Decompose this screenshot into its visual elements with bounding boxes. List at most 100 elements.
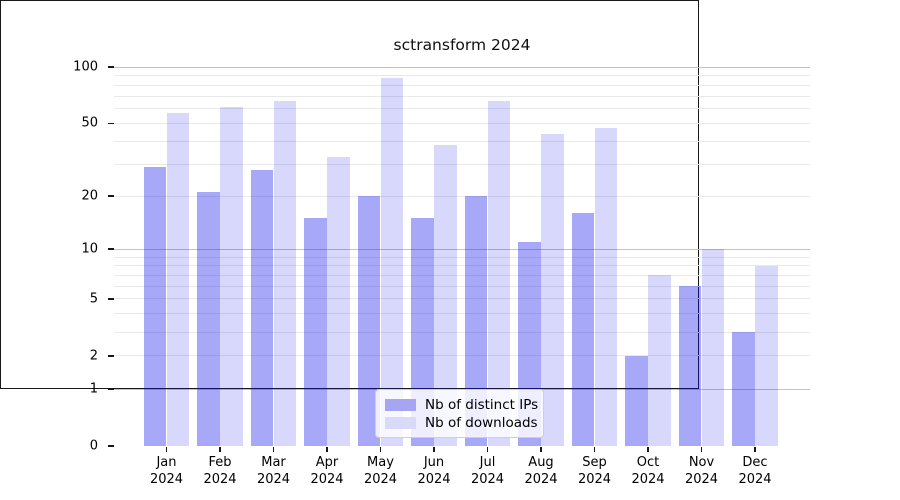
bar-distinct-ips-feb [197, 192, 220, 446]
x-tick-year: 2024 [149, 472, 184, 487]
x-tick-year: 2024 [203, 472, 237, 487]
gridline-minor [114, 265, 810, 267]
gridline-minor [114, 140, 810, 142]
x-tick [647, 447, 649, 452]
x-tick [219, 447, 221, 452]
x-tick-month: Jun [423, 455, 445, 470]
x-tick-month: Mar [261, 455, 286, 470]
x-tick-label-mar: Mar 2024 [242, 454, 306, 488]
gridline-minor [114, 75, 810, 77]
x-tick-month: Sep [582, 455, 607, 470]
gridline-minor [114, 355, 810, 357]
legend-swatch-distinct-ips-icon [385, 399, 416, 411]
y-tick-label: 50 [81, 115, 98, 131]
x-tick [165, 447, 168, 452]
bar-downloads-jul [487, 100, 511, 446]
x-tick-year: 2024 [631, 472, 665, 487]
y-tick-label: 0 [89, 438, 98, 454]
x-tick-month: Feb [208, 455, 232, 470]
x-tick [433, 447, 435, 452]
bar-distinct-ips-apr [304, 218, 327, 446]
x-tick-month: Apr [315, 455, 339, 470]
x-tick [754, 447, 756, 452]
x-tick-month: Jul [479, 455, 496, 470]
x-tick [486, 447, 489, 452]
x-tick-month: Oct [636, 455, 660, 470]
bar-distinct-ips-nov [678, 286, 702, 446]
x-tick-year: 2024 [470, 472, 505, 487]
chart-title: sctransform 2024 [393, 36, 531, 54]
x-tick-label-may: May 2024 [349, 454, 413, 488]
x-tick-year: 2024 [417, 472, 451, 487]
y-tick [107, 298, 114, 300]
y-tick [107, 66, 114, 68]
bar-distinct-ips-oct [625, 355, 648, 446]
gridline-minor [114, 256, 810, 258]
gridline-minor [114, 274, 810, 276]
gridline-minor [114, 313, 810, 315]
x-tick-label-jun: Jun 2024 [402, 454, 466, 488]
bar-downloads-sep [594, 128, 618, 446]
bar-distinct-ips-may [357, 196, 381, 446]
legend: Nb of distinct IPs Nb of downloads [375, 389, 544, 438]
gridline-minor [114, 285, 810, 287]
x-tick-month: Jan [156, 455, 177, 470]
gridline-major [114, 248, 810, 250]
gridline-minor [114, 122, 810, 124]
bar-downloads-may [380, 77, 404, 446]
legend-swatch-downloads-icon [385, 417, 416, 429]
x-tick-year: 2024 [738, 472, 772, 487]
gridline-minor [114, 163, 810, 165]
x-tick-label-apr: Apr 2024 [295, 454, 359, 488]
x-tick [379, 447, 382, 452]
x-tick-year: 2024 [363, 472, 398, 487]
y-tick [107, 248, 114, 250]
x-tick-year: 2024 [577, 472, 612, 487]
x-tick-label-dec: Dec 2024 [723, 454, 787, 488]
x-tick-month: Nov [688, 455, 715, 470]
bar-distinct-ips-jul [464, 196, 488, 446]
gridline-minor [114, 95, 810, 97]
y-tick [107, 388, 114, 390]
y-tick [107, 445, 114, 447]
x-tick-label-feb: Feb 2024 [188, 454, 252, 488]
gridline-major [114, 66, 810, 68]
legend-item-downloads: Nb of downloads [385, 415, 543, 431]
y-tick-label: 100 [73, 59, 98, 75]
x-tick-year: 2024 [524, 472, 558, 487]
y-tick-label: 5 [89, 291, 98, 307]
legend-label-distinct-ips: Nb of distinct IPs [425, 397, 539, 413]
bar-distinct-ips-sep [571, 213, 595, 446]
bar-distinct-ips-mar [250, 169, 274, 446]
y-tick-label: 2 [89, 348, 98, 364]
bar-distinct-ips-jan [143, 166, 167, 446]
legend-item-distinct-ips: Nb of distinct IPs [385, 397, 543, 413]
x-tick [540, 447, 542, 452]
x-tick [272, 447, 275, 452]
gridline-minor [114, 331, 810, 333]
bar-downloads-oct [648, 275, 671, 446]
y-tick-label: 20 [81, 188, 98, 204]
bar-downloads-feb [220, 107, 243, 446]
plot-frame [0, 0, 699, 389]
gridline-minor [114, 298, 810, 300]
x-tick-label-jan: Jan 2024 [135, 454, 199, 488]
x-tick-year: 2024 [310, 472, 344, 487]
bar-downloads-dec [755, 265, 778, 446]
y-tick-label: 1 [89, 381, 98, 397]
bar-downloads-jan [166, 112, 190, 446]
x-tick-month: Dec [742, 455, 768, 470]
x-tick-label-nov: Nov 2024 [670, 454, 734, 488]
x-tick-label-oct: Oct 2024 [616, 454, 680, 488]
gridline-minor [114, 84, 810, 86]
x-tick [326, 447, 328, 452]
x-tick [593, 447, 596, 452]
x-tick-label-sep: Sep 2024 [563, 454, 627, 488]
x-tick-label-jul: Jul 2024 [456, 454, 520, 488]
bar-downloads-aug [541, 133, 564, 446]
gridline-minor [114, 108, 810, 110]
x-tick [700, 447, 703, 452]
x-tick-label-aug: Aug 2024 [509, 454, 573, 488]
plot-area: 0 1 2 5 10 20 50 100 Jan 2024 Feb 2024 Mar 2024 Apr 202… [0, 0, 810, 487]
